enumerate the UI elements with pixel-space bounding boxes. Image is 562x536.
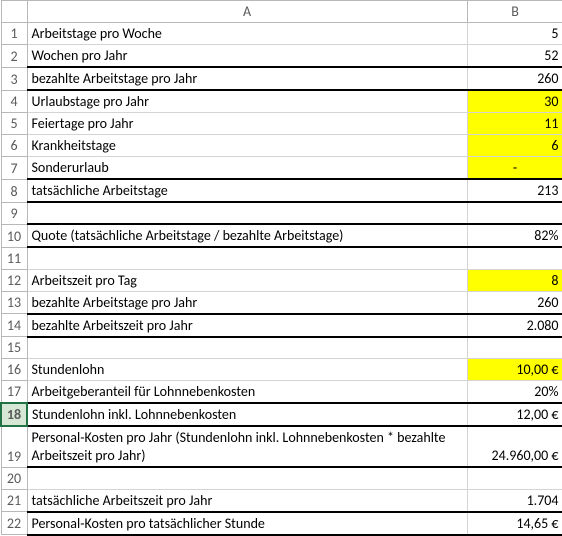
cell-A18[interactable]: Stundenlohn inkl. Lohnnebenkosten [27,403,467,426]
cell-B11[interactable] [467,247,562,269]
row-10: 10 Quote (tatsächliche Arbeitstage / bez… [1,224,562,247]
row-18: 18 Stundenlohn inkl. Lohnnebenkosten 12,… [1,403,562,426]
cell-B12[interactable]: 8 [467,269,562,291]
select-all-corner[interactable] [1,1,27,23]
cell-A16[interactable]: Stundenlohn [27,359,467,381]
cell-B4[interactable]: 30 [467,90,562,113]
row-16: 16 Stundenlohn 10,00 € [1,359,562,381]
cell-B10[interactable]: 82% [467,224,562,247]
cell-B3[interactable]: 260 [467,67,562,90]
cell-B5[interactable]: 11 [467,113,562,135]
row-3: 3 bezahlte Arbeitstage pro Jahr 260 [1,67,562,90]
row-header-17[interactable]: 17 [1,381,27,404]
row-header-4[interactable]: 4 [1,90,27,113]
cell-A10[interactable]: Quote (tatsächliche Arbeitstage / bezahl… [27,224,467,247]
row-20: 20 [1,467,562,489]
cell-A12[interactable]: Arbeitszeit pro Tag [27,269,467,291]
row-header-6[interactable]: 6 [1,135,27,157]
cell-B15[interactable] [467,337,562,359]
cell-A1[interactable]: Arbeitstage pro Woche [27,23,467,45]
cell-B13[interactable]: 260 [467,291,562,314]
row-2: 2 Wochen pro Jahr 52 [1,45,562,68]
row-header-12[interactable]: 12 [1,269,27,291]
cell-A8[interactable]: tatsächliche Arbeitstage [27,179,467,202]
cell-B22[interactable]: 14,65 € [467,512,562,535]
cell-B17[interactable]: 20% [467,381,562,404]
cell-A7[interactable]: Sonderurlaub [27,157,467,180]
row-header-16[interactable]: 16 [1,359,27,381]
cell-A13[interactable]: bezahlte Arbeitstage pro Jahr [27,291,467,314]
row-header-2[interactable]: 2 [1,45,27,68]
row-header-3[interactable]: 3 [1,67,27,90]
row-7: 7 Sonderurlaub - [1,157,562,180]
cell-A19[interactable]: Personal-Kosten pro Jahr (Stundenlohn in… [27,426,467,467]
row-header-10[interactable]: 10 [1,224,27,247]
row-5: 5 Feiertage pro Jahr 11 [1,113,562,135]
row-header-5[interactable]: 5 [1,113,27,135]
row-9: 9 [1,202,562,224]
cell-A6[interactable]: Krankheitstage [27,135,467,157]
row-13: 13 bezahlte Arbeitstage pro Jahr 260 [1,291,562,314]
row-header-8[interactable]: 8 [1,179,27,202]
spreadsheet-grid[interactable]: A B 1 Arbeitstage pro Woche 5 2 Wochen p… [0,0,562,536]
cell-A11[interactable] [27,247,467,269]
row-15: 15 [1,337,562,359]
row-17: 17 Arbeitgeberanteil für Lohnnebenkosten… [1,381,562,404]
cell-B1[interactable]: 5 [467,23,562,45]
row-header-13[interactable]: 13 [1,291,27,314]
col-header-A[interactable]: A [27,1,467,23]
row-header-1[interactable]: 1 [1,23,27,45]
cell-A15[interactable] [27,337,467,359]
cell-B18[interactable]: 12,00 € [467,403,562,426]
col-header-B[interactable]: B [467,1,562,23]
cell-A21[interactable]: tatsächliche Arbeitszeit pro Jahr [27,489,467,512]
cell-B6[interactable]: 6 [467,135,562,157]
row-header-7[interactable]: 7 [1,157,27,180]
row-header-19[interactable]: 19 [1,426,27,467]
row-header-9[interactable]: 9 [1,202,27,224]
row-19: 19 Personal-Kosten pro Jahr (Stundenlohn… [1,426,562,467]
cell-B7[interactable]: - [467,157,562,180]
row-14: 14 bezahlte Arbeitszeit pro Jahr 2.080 [1,314,562,337]
row-header-18[interactable]: 18 [1,403,27,426]
cell-A9[interactable] [27,202,467,224]
row-header-22[interactable]: 22 [1,512,27,535]
cell-B21[interactable]: 1.704 [467,489,562,512]
cell-B8[interactable]: 213 [467,179,562,202]
row-header-11[interactable]: 11 [1,247,27,269]
cell-A20[interactable] [27,467,467,489]
row-22: 22 Personal-Kosten pro tatsächlicher Stu… [1,512,562,535]
cell-A5[interactable]: Feiertage pro Jahr [27,113,467,135]
cell-B16[interactable]: 10,00 € [467,359,562,381]
cell-B19[interactable]: 24.960,00 € [467,426,562,467]
cell-A14[interactable]: bezahlte Arbeitszeit pro Jahr [27,314,467,337]
cell-A17[interactable]: Arbeitgeberanteil für Lohnnebenkosten [27,381,467,404]
cell-A3[interactable]: bezahlte Arbeitstage pro Jahr [27,67,467,90]
cell-A4[interactable]: Urlaubstage pro Jahr [27,90,467,113]
row-1: 1 Arbeitstage pro Woche 5 [1,23,562,45]
row-4: 4 Urlaubstage pro Jahr 30 [1,90,562,113]
cell-A22[interactable]: Personal-Kosten pro tatsächlicher Stunde [27,512,467,535]
row-21: 21 tatsächliche Arbeitszeit pro Jahr 1.7… [1,489,562,512]
cell-B20[interactable] [467,467,562,489]
row-header-20[interactable]: 20 [1,467,27,489]
row-8: 8 tatsächliche Arbeitstage 213 [1,179,562,202]
cell-A2[interactable]: Wochen pro Jahr [27,45,467,68]
row-header-14[interactable]: 14 [1,314,27,337]
cell-B2[interactable]: 52 [467,45,562,68]
row-header-21[interactable]: 21 [1,489,27,512]
row-12: 12 Arbeitszeit pro Tag 8 [1,269,562,291]
cell-B9[interactable] [467,202,562,224]
row-header-15[interactable]: 15 [1,337,27,359]
cell-B14[interactable]: 2.080 [467,314,562,337]
row-11: 11 [1,247,562,269]
column-header-row: A B [1,1,562,23]
row-6: 6 Krankheitstage 6 [1,135,562,157]
